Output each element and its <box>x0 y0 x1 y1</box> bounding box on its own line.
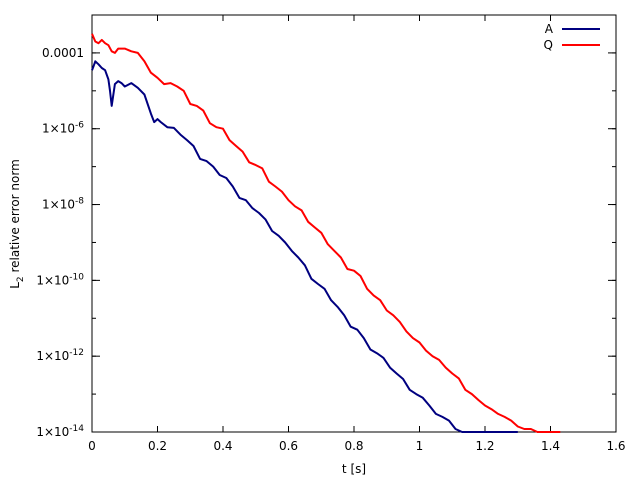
y-axis-title: L2 relative error norm <box>8 159 26 289</box>
x-tick-label: 0 <box>88 439 96 453</box>
y-tick-label: 0.0001 <box>42 46 84 60</box>
x-axis-ticks: 0 0.2 0.4 0.6 0.8 1 1.2 1.4 1.6 <box>88 15 626 453</box>
y-tick-label: 1×10-6 <box>42 121 84 136</box>
series-line-a <box>91 60 518 433</box>
y-tick-label-exponent: -8 <box>75 197 84 207</box>
x-tick-label: 1.4 <box>541 439 560 453</box>
y-tick-label-exponent: -10 <box>69 272 84 282</box>
legend-label: A <box>545 22 554 36</box>
x-tick-label: 0.8 <box>344 439 363 453</box>
x-axis-title: t [s] <box>342 462 366 476</box>
y-axis-title-subscript: 2 <box>16 276 26 282</box>
y-tick-label-base: 0.0001 <box>42 46 84 60</box>
y-axis-title-rest: relative error norm <box>8 159 22 276</box>
x-tick-label: 1 <box>416 439 424 453</box>
y-tick-label: 1×10-10 <box>36 272 84 287</box>
y-tick-label-base: 1×10 <box>42 198 75 212</box>
x-tick-label: 1.6 <box>606 439 625 453</box>
x-tick-label: 1.2 <box>475 439 494 453</box>
x-tick-label: 0.2 <box>148 439 167 453</box>
y-tick-label: 1×10-14 <box>36 424 84 439</box>
y-axis-title-main: L <box>8 282 22 289</box>
legend: AQ <box>544 22 600 52</box>
y-tick-label-exponent: -6 <box>75 121 84 131</box>
y-tick-label-base: 1×10 <box>42 122 75 136</box>
legend-label: Q <box>544 38 553 52</box>
y-tick-label: 1×10-12 <box>36 348 84 363</box>
y-tick-label: 1×10-8 <box>42 197 84 212</box>
y-tick-label-exponent: -14 <box>69 424 84 434</box>
plot-frame <box>91 14 617 433</box>
x-tick-label: 0.6 <box>279 439 298 453</box>
series-line-q <box>91 33 561 433</box>
x-tick-label: 0.4 <box>213 439 232 453</box>
series-layer <box>91 33 561 433</box>
y-tick-label-exponent: -12 <box>69 348 84 358</box>
y-tick-label-base: 1×10 <box>36 273 69 287</box>
y-tick-label-base: 1×10 <box>36 425 69 439</box>
y-tick-label-base: 1×10 <box>36 349 69 363</box>
